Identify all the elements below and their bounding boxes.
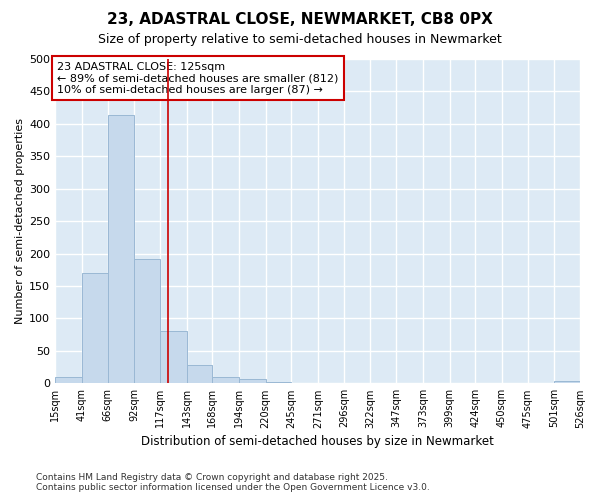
Bar: [82, 273, 107, 384]
X-axis label: Distribution of semi-detached houses by size in Newmarket: Distribution of semi-detached houses by …: [141, 434, 494, 448]
Text: Contains HM Land Registry data © Crown copyright and database right 2025.
Contai: Contains HM Land Registry data © Crown c…: [36, 473, 430, 492]
Text: Size of property relative to semi-detached houses in Newmarket: Size of property relative to semi-detach…: [98, 32, 502, 46]
Bar: [344, 382, 370, 384]
Text: 23, ADASTRAL CLOSE, NEWMARKET, CB8 0PX: 23, ADASTRAL CLOSE, NEWMARKET, CB8 0PX: [107, 12, 493, 28]
Bar: [160, 332, 187, 384]
Y-axis label: Number of semi-detached properties: Number of semi-detached properties: [15, 118, 25, 324]
Bar: [187, 365, 212, 384]
Bar: [55, 378, 82, 384]
Text: 23 ADASTRAL CLOSE: 125sqm
← 89% of semi-detached houses are smaller (812)
10% of: 23 ADASTRAL CLOSE: 125sqm ← 89% of semi-…: [57, 62, 338, 95]
Bar: [134, 259, 160, 384]
Bar: [266, 382, 292, 384]
Bar: [107, 116, 134, 384]
Bar: [554, 382, 580, 384]
Bar: [239, 379, 266, 384]
Bar: [212, 378, 239, 384]
Bar: [318, 382, 344, 384]
Bar: [292, 382, 318, 384]
